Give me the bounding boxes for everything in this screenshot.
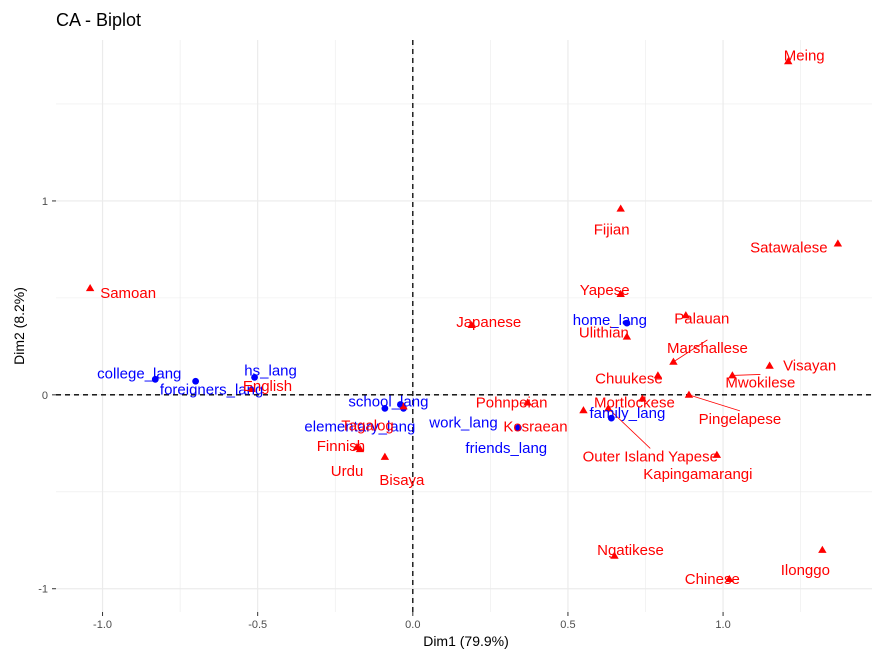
col-point-urdu (355, 444, 365, 453)
col-point-pohnpeian (523, 398, 532, 406)
x-tick-label: 0.5 (560, 619, 575, 631)
point-label-marshallese: Marshallese (667, 340, 748, 357)
point-label-kosraean: Kosraean (503, 418, 567, 435)
point-label-pohnpeian: Pohnpeian (476, 395, 548, 412)
point-label-japanese: Japanese (456, 314, 521, 331)
point-label-samoan: Samoan (100, 285, 156, 302)
x-tick-label: 1.0 (715, 619, 730, 631)
point-label-hs-lang: hs_lang (244, 362, 297, 379)
label-leader-lines (607, 339, 761, 449)
y-tick-label: 0 (42, 390, 48, 402)
col-point-mortlockese (638, 394, 647, 402)
point-label-satawalese: Satawalese (750, 240, 828, 257)
col-point-samoan (85, 283, 95, 292)
x-tick-label: -0.5 (248, 619, 267, 631)
point-label-school-lang: school_lang (348, 394, 428, 411)
chart-title: CA - Biplot (56, 10, 141, 30)
row-point-friends-lang (514, 424, 522, 432)
point-label-chuukese: Chuukese (595, 370, 663, 387)
col-point-marshallese (669, 357, 678, 365)
point-label-foreigners-lang: foreigners_lang (160, 381, 263, 398)
point-label-finnish: Finnish (317, 438, 365, 455)
leader-line-pingelapese (688, 394, 741, 412)
point-label-outer-island-yapese: Outer Island Yapese (583, 448, 718, 465)
point-label-home-lang: home_lang (573, 312, 647, 329)
row-point-hs-lang (251, 373, 258, 381)
col-point-satawalese (833, 239, 843, 247)
point-label-pingelapese: Pingelapese (699, 411, 782, 428)
row-point-college-lang (151, 375, 159, 383)
point-label-family-lang: family_lang (589, 405, 665, 422)
point-label-kapingamarangi: Kapingamarangi (643, 466, 752, 483)
col-point-japanese (467, 320, 476, 328)
col-point-ngatikese (610, 551, 619, 559)
point-label-elementary-lang: elementary_lang (304, 418, 415, 435)
col-point-palauan (681, 311, 691, 319)
x-tick-label: 0.0 (405, 619, 420, 631)
col-point-fijian (616, 204, 625, 212)
col-point-pingelapese (684, 390, 694, 398)
point-label-palauan: Palauan (674, 310, 729, 327)
point-label-yapese: Yapese (580, 282, 630, 299)
point-label-urdu: Urdu (331, 463, 364, 480)
col-point-kosraean (579, 406, 588, 414)
leader-line-marshallese (673, 339, 708, 363)
col-point-tagalog (399, 402, 408, 410)
point-label-ilonggo: Ilonggo (781, 562, 830, 579)
col-point-ilonggo (818, 545, 827, 553)
point-label-meing: Meing (784, 47, 825, 64)
col-point-english (247, 384, 256, 392)
row-point-family-lang (607, 414, 615, 422)
col-point-chuukese (653, 371, 663, 379)
col-point-ulithian (622, 332, 632, 340)
point-label-work-lang: work_lang (428, 414, 497, 431)
point-label-tagalog: Tagalog (341, 417, 394, 434)
leader-line-mwokilese (732, 374, 761, 376)
point-label-chinese: Chinese (685, 571, 740, 588)
point-label-bisaya: Bisaya (379, 472, 425, 489)
point-label-friends-lang: friends_lang (465, 440, 547, 457)
point-label-visayan: Visayan (783, 358, 836, 375)
col-point-kapingamarangi (712, 450, 722, 458)
y-axis-title: Dim2 (8.2%) (11, 287, 27, 365)
x-tick-label: -1.0 (93, 619, 112, 631)
data-points (85, 57, 843, 582)
point-label-mortlockese: Mortlockese (594, 395, 675, 412)
point-label-fijian: Fijian (594, 222, 630, 239)
point-label-college-lang: college_lang (97, 365, 181, 382)
x-axis-ticks: -1.0 -0.5 0.0 0.5 1.0 (93, 612, 731, 631)
col-point-visayan (765, 361, 774, 369)
col-point-mwokilese (728, 371, 737, 379)
col-point-bisaya (380, 452, 390, 460)
y-axis-ticks: -1 0 1 (38, 196, 56, 596)
y-tick-label: 1 (42, 196, 48, 208)
point-label-ulithian: Ulithian (579, 325, 629, 342)
row-point-home-lang (623, 319, 631, 327)
row-point-foreigners-lang (192, 377, 200, 385)
x-axis-title: Dim1 (79.9%) (423, 633, 509, 649)
row-point-elementary-lang (381, 405, 389, 412)
point-label-mwokilese: Mwokilese (725, 374, 795, 391)
leader-line-outer-island-yapese (607, 408, 651, 449)
point-label-english: English (243, 378, 292, 395)
point-label-ngatikese: Ngatikese (597, 542, 664, 559)
col-point-outer-island-yapese (604, 404, 613, 412)
col-point-meing (784, 57, 793, 65)
col-point-chinese (725, 574, 734, 582)
y-tick-label: -1 (38, 584, 48, 596)
reference-lines (56, 40, 872, 612)
col-point-yapese (616, 289, 625, 297)
